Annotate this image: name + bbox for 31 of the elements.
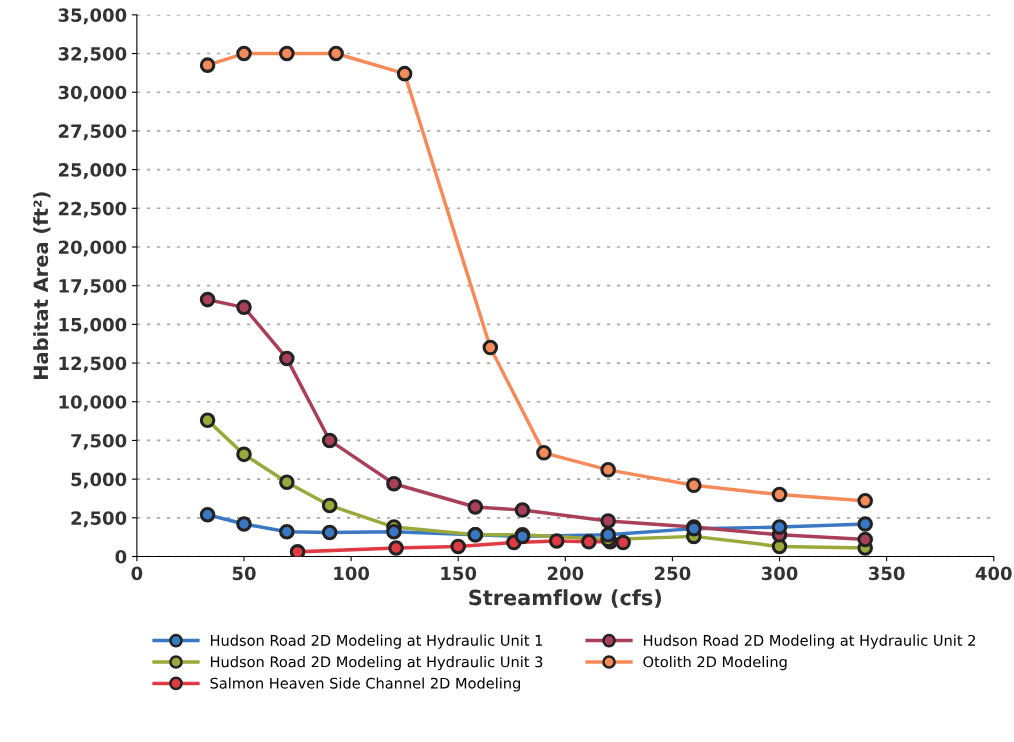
x-tick-label: 400 — [975, 566, 1012, 581]
x-tick-label: 200 — [547, 566, 584, 581]
y-tick-label: 20,000 — [58, 240, 127, 257]
legend-label: Salmon Heaven Side Channel 2D Modeling — [210, 677, 520, 692]
y-tick-label: 12,500 — [59, 356, 127, 373]
y-tick-label: 10,000 — [59, 395, 127, 412]
y-tick-label: 35,000 — [58, 8, 127, 25]
y-tick-label: 5,000 — [71, 472, 127, 489]
y-tick-label: 15,000 — [59, 317, 127, 334]
x-tick-label: 300 — [761, 566, 798, 581]
x-tick-label: 150 — [441, 566, 477, 581]
x-axis-title: Streamflow (cfs) — [469, 589, 662, 608]
legend-label: Hudson Road 2D Modeling at Hydraulic Unit 3 — [210, 656, 543, 671]
x-tick-label: 100 — [334, 566, 370, 581]
y-tick-label: 25,000 — [58, 163, 127, 180]
y-tick-label: 30,000 — [58, 85, 127, 102]
x-tick-label: 250 — [654, 566, 691, 581]
legend-label: Hudson Road 2D Modeling at Hydraulic Unit 1 — [210, 634, 543, 649]
y-axis-title: Habitat Area (ft²) — [33, 192, 51, 379]
legend-label: Hudson Road 2D Modeling at Hydraulic Unit 2 — [644, 634, 976, 649]
x-tick-label: 50 — [232, 566, 256, 581]
legend-label: Otolith 2D Modeling — [643, 656, 787, 671]
y-tick-label: 2,500 — [71, 511, 127, 528]
y-tick-label: 7,500 — [71, 433, 127, 450]
y-tick-label: 27,500 — [58, 124, 127, 141]
x-tick-label: 0 — [131, 566, 143, 581]
y-tick-label: 32,500 — [58, 46, 127, 63]
x-tick-label: 350 — [868, 566, 905, 581]
y-tick-label: 22,500 — [58, 201, 127, 218]
y-tick-label: 17,500 — [59, 279, 127, 296]
y-tick-label: 0 — [115, 549, 127, 564]
